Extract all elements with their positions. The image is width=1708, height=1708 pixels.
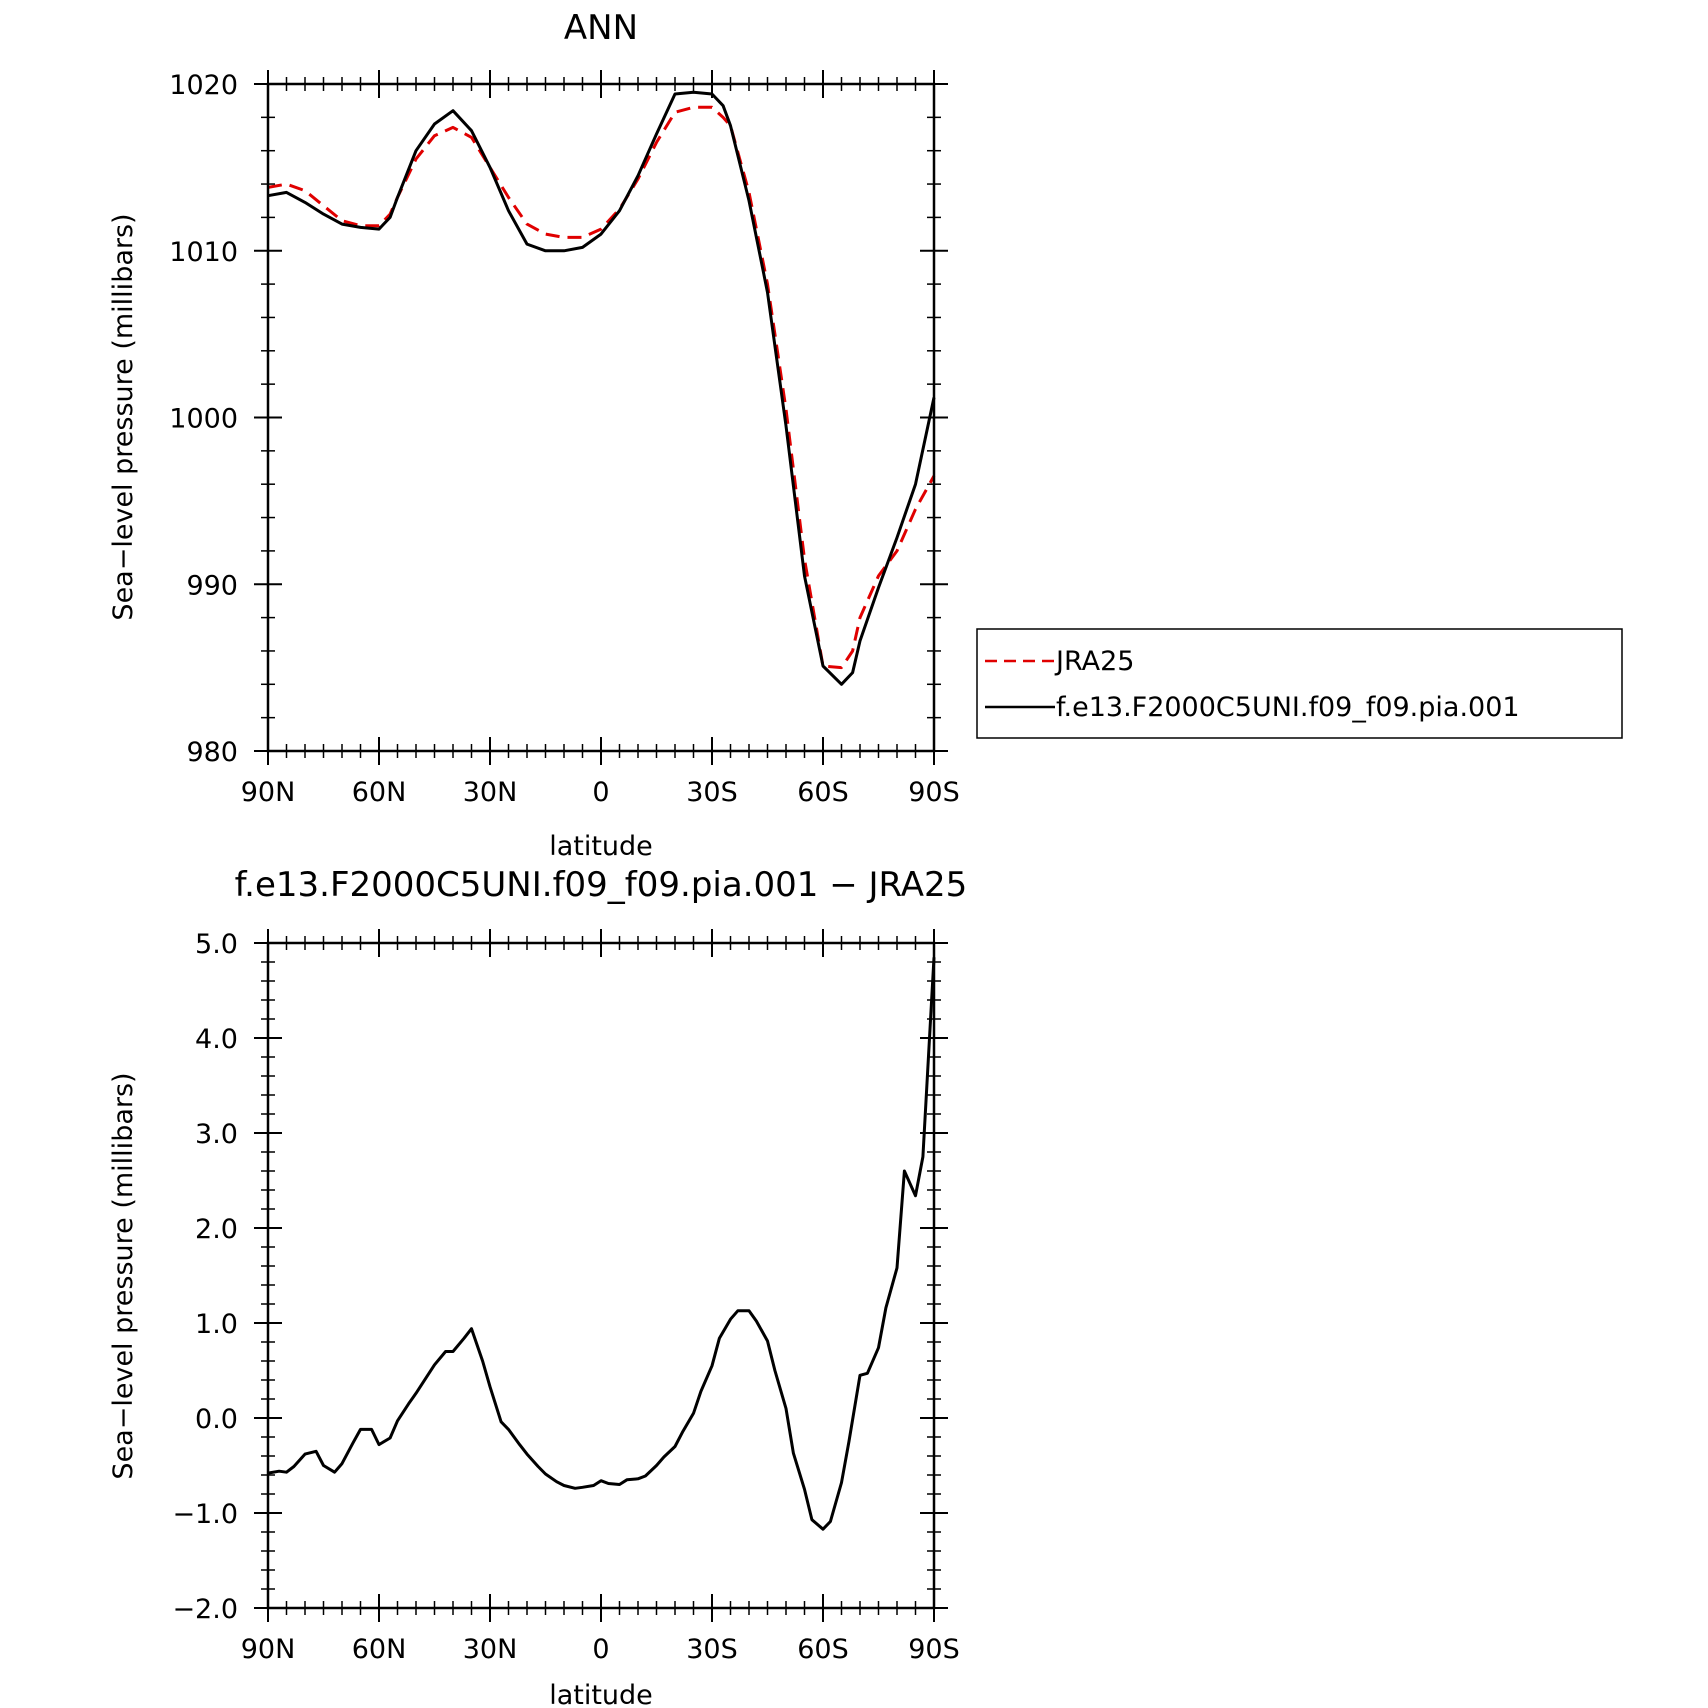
y-axis-label: Sea−level pressure (millibars): [108, 213, 139, 620]
x-tick-label: 90S: [908, 1634, 960, 1665]
series-layer: [267, 957, 936, 1531]
difference-panel: f.e13.F2000C5UNI.f09_f09.pia.001 − JRA25…: [108, 865, 967, 1708]
series-line-f-e13-f2000c5uni-f09-f09-pia-001: [267, 90, 936, 686]
x-axis-label: latitude: [549, 1680, 653, 1708]
x-tick-label: 0: [592, 777, 609, 808]
plot-frame: [266, 82, 936, 753]
y-tick-label: 980: [186, 737, 238, 768]
legend-label-model: f.e13.F2000C5UNI.f09_f09.pia.001: [1056, 692, 1520, 723]
y-tick-label: −1.0: [172, 1499, 238, 1530]
x-tick-label: 60N: [352, 777, 407, 808]
ticks-layer: [254, 70, 948, 765]
y-tick-label: 4.0: [195, 1024, 238, 1055]
x-tick-label: 60S: [797, 777, 849, 808]
x-tick-label: 90N: [241, 1634, 296, 1665]
x-tick-label: 0: [592, 1634, 609, 1665]
panel-title: ANN: [564, 8, 638, 48]
y-tick-label: 1010: [169, 237, 238, 268]
ticks-layer: [254, 929, 948, 1622]
x-tick-label: 90S: [908, 777, 960, 808]
y-axis-label: Sea−level pressure (millibars): [108, 1072, 139, 1479]
y-tick-label: 1.0: [195, 1309, 238, 1340]
y-tick-label: −2.0: [172, 1594, 238, 1625]
series-line-difference-0: [267, 957, 936, 1531]
x-tick-label: 60N: [352, 1634, 407, 1665]
legend: JRA25 f.e13.F2000C5UNI.f09_f09.pia.001: [976, 628, 1623, 739]
y-tick-labels: 5.0 4.0 3.0 2.0 1.0 0.0 −1.0 −2.0: [172, 929, 238, 1625]
y-tick-label: 0.0: [195, 1404, 238, 1435]
y-tick-label: 1000: [169, 404, 238, 435]
x-tick-labels: 90N 60N 30N 0 30S 60S 90S: [241, 777, 960, 808]
series-layer: [267, 90, 936, 686]
legend-box: [976, 628, 1623, 739]
x-tick-label: 60S: [797, 1634, 849, 1665]
x-tick-label: 30S: [686, 1634, 738, 1665]
y-tick-labels: 1020 1010 1000 990 980: [169, 70, 238, 768]
y-tick-label: 1020: [169, 70, 238, 101]
x-tick-label: 30N: [463, 777, 518, 808]
y-tick-label: 2.0: [195, 1214, 238, 1245]
legend-label-jra25: JRA25: [1054, 646, 1134, 677]
series-line-jra25: [267, 105, 936, 670]
x-tick-label: 30S: [686, 777, 738, 808]
x-axis-label: latitude: [549, 831, 653, 862]
y-tick-label: 5.0: [195, 929, 238, 960]
y-tick-label: 990: [186, 570, 238, 601]
y-tick-label: 3.0: [195, 1119, 238, 1150]
panel-title: f.e13.F2000C5UNI.f09_f09.pia.001 − JRA25: [235, 865, 968, 905]
x-tick-labels: 90N 60N 30N 0 30S 60S 90S: [241, 1634, 960, 1665]
x-tick-label: 30N: [463, 1634, 518, 1665]
x-tick-label: 90N: [241, 777, 296, 808]
